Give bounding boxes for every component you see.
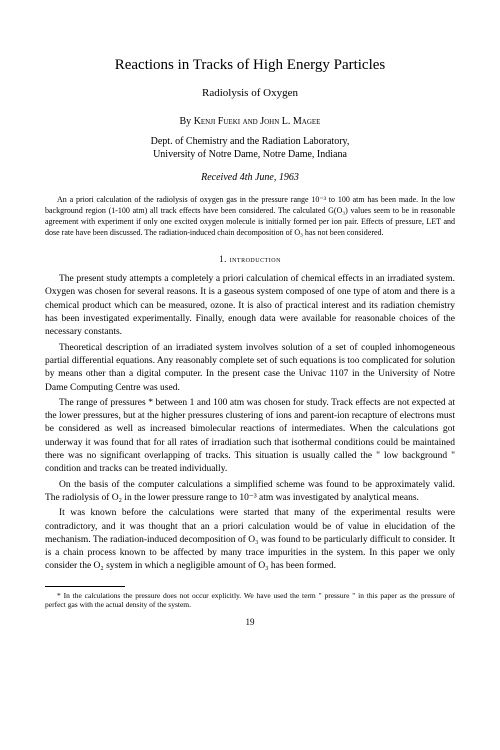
abstract-text: An a priori calculation of the radiolysi…	[45, 195, 455, 238]
authors-names: Kenji Fueki and John L. Magee	[194, 116, 321, 127]
body-paragraph: The range of pressures * between 1 and 1…	[45, 397, 455, 477]
authors-prefix: By	[180, 116, 194, 127]
body-paragraph: It was known before the calculations wer…	[45, 507, 455, 573]
received-date: Received 4th June, 1963	[45, 171, 455, 185]
section-heading-introduction: 1. introduction	[45, 253, 455, 266]
page-title: Reactions in Tracks of High Energy Parti…	[45, 55, 455, 76]
footnote-divider	[45, 586, 125, 587]
page-subtitle: Radiolysis of Oxygen	[45, 86, 455, 101]
body-paragraph: Theoretical description of an irradiated…	[45, 342, 455, 395]
body-paragraph: On the basis of the computer calculation…	[45, 479, 455, 506]
body-paragraph: The present study attempts a completely …	[45, 273, 455, 339]
authors-line: By Kenji Fueki and John L. Magee	[45, 115, 455, 129]
affiliation: Dept. of Chemistry and the Radiation Lab…	[45, 135, 455, 161]
affiliation-line1: Dept. of Chemistry and the Radiation Lab…	[151, 136, 350, 147]
affiliation-line2: University of Notre Dame, Notre Dame, In…	[153, 149, 347, 160]
footnote-text: * In the calculations the pressure does …	[45, 591, 455, 611]
page-number: 19	[45, 616, 455, 629]
